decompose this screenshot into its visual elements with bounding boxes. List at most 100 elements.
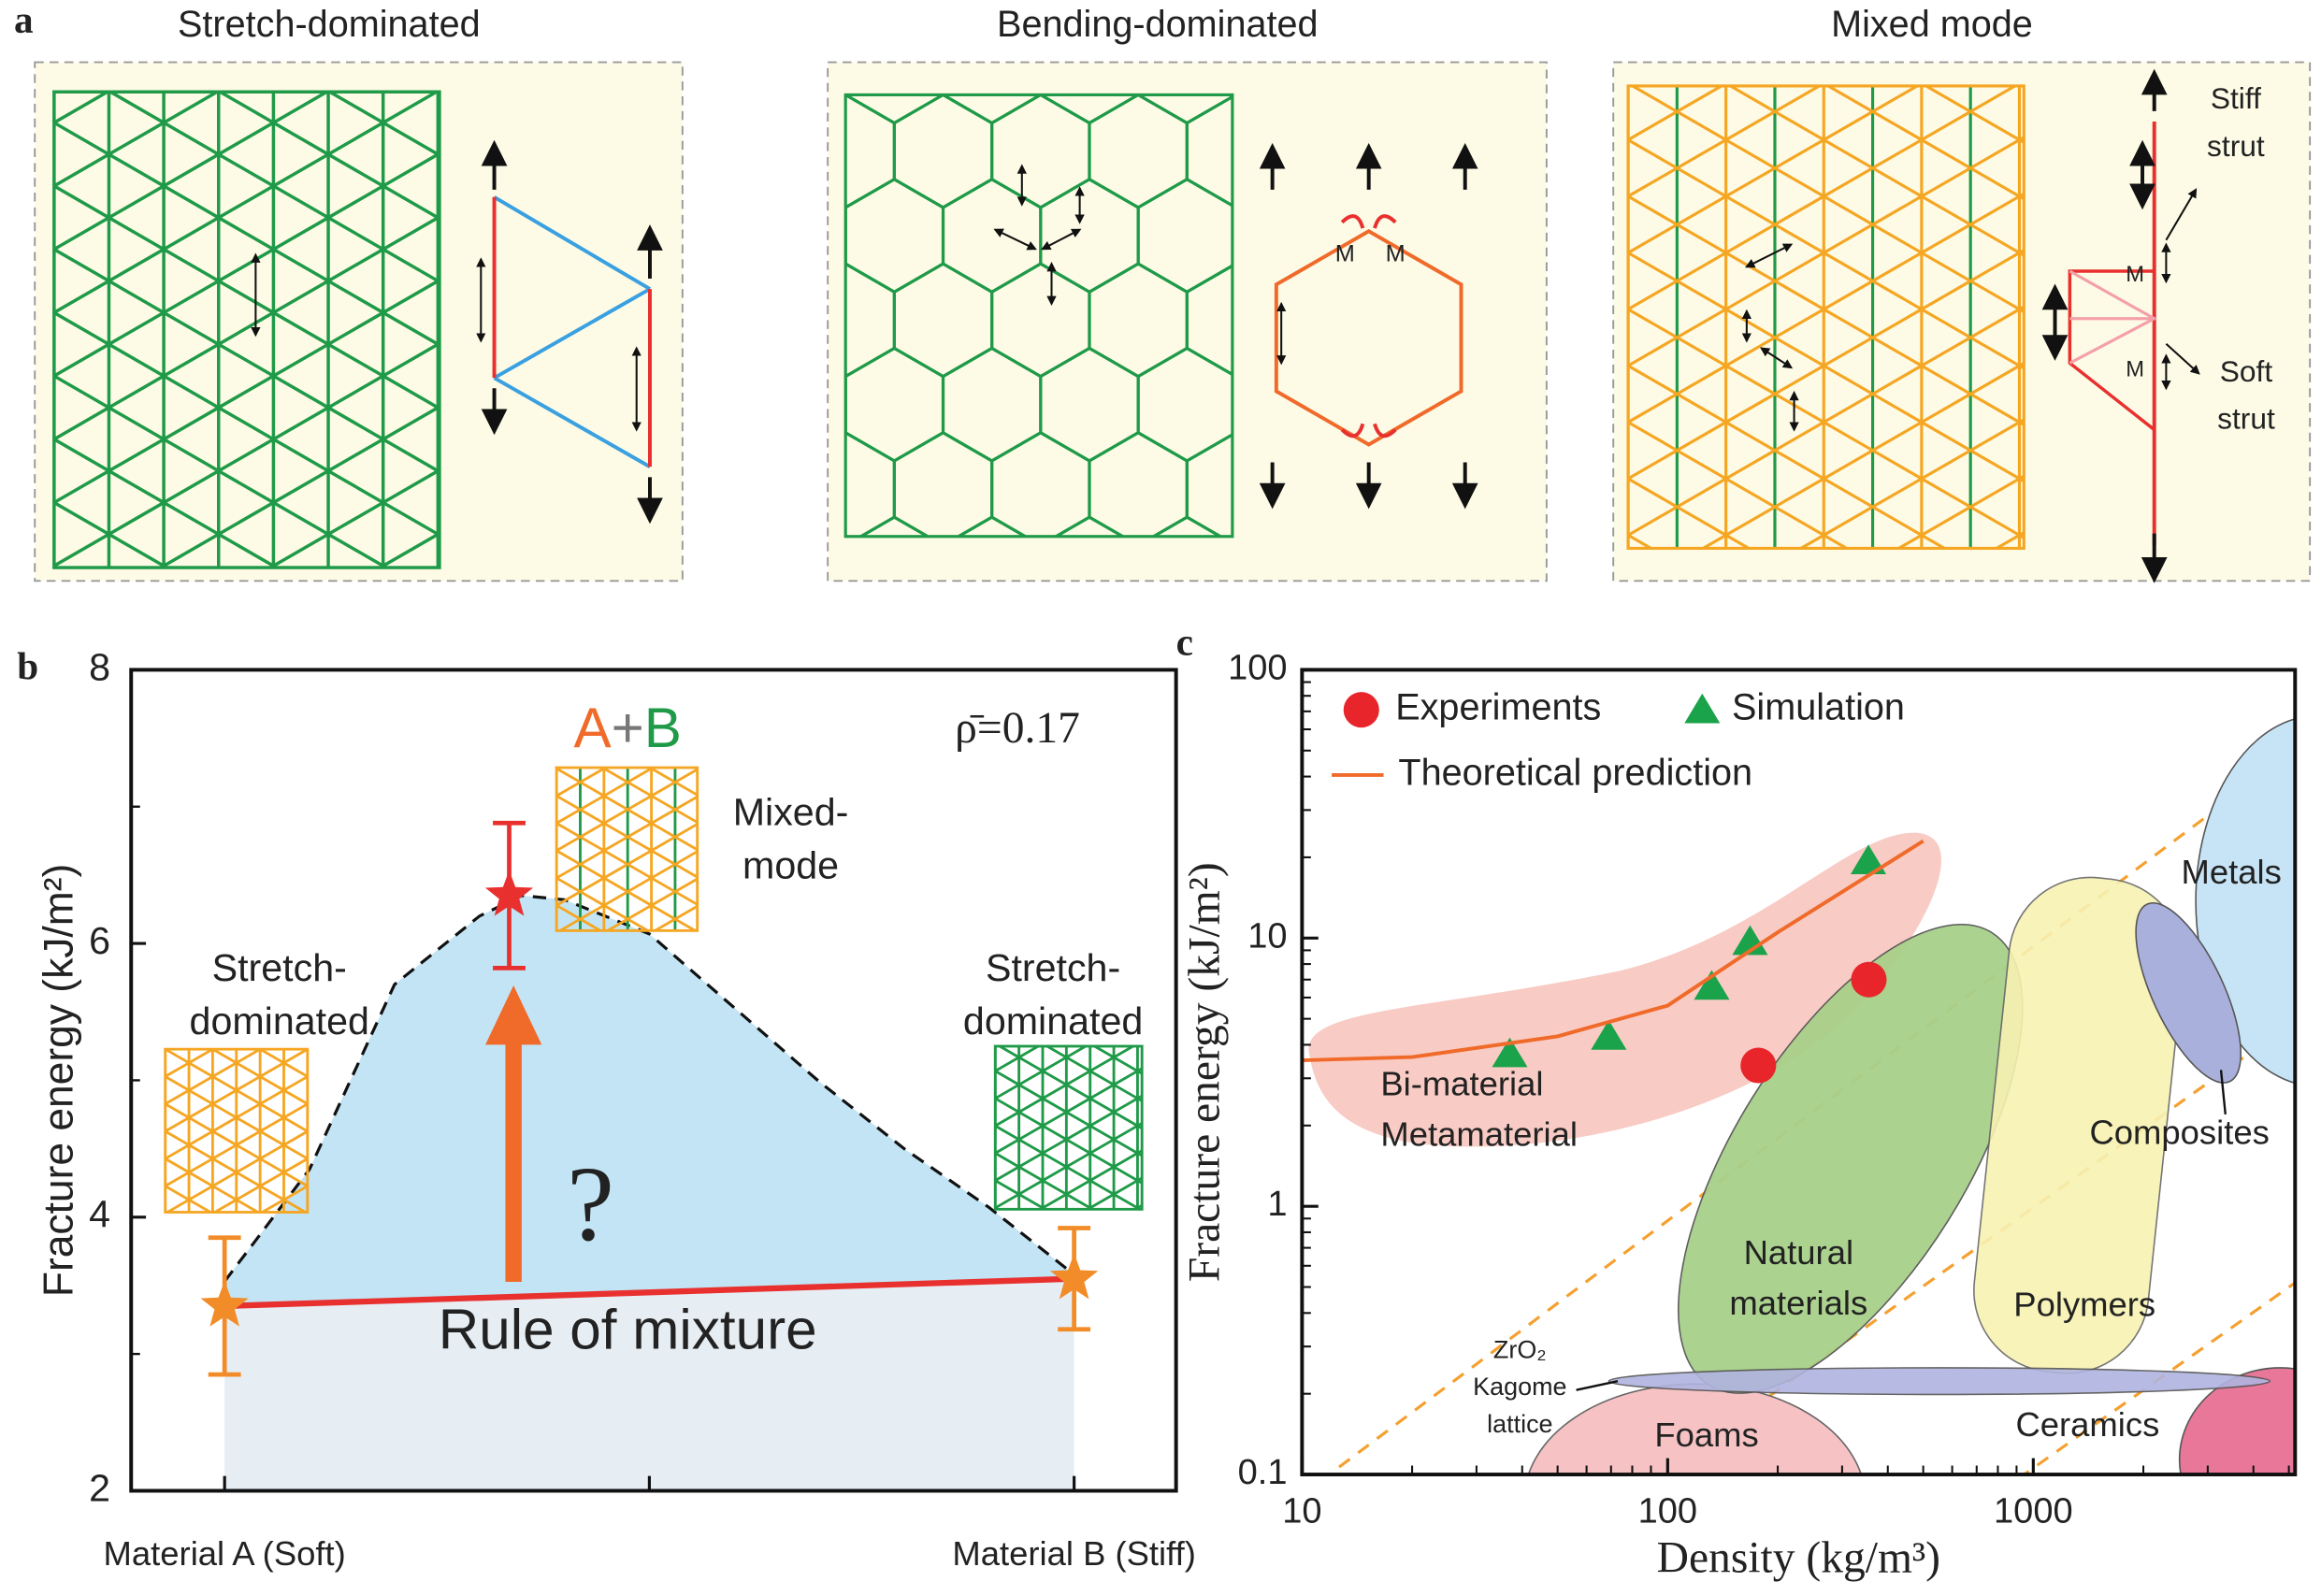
lattice-strut [1628, 252, 2025, 483]
label: Mixed- [733, 791, 849, 834]
lattice-strut [54, 660, 440, 883]
label: ? [567, 1144, 614, 1263]
label: Experiments [1395, 687, 1601, 728]
lattice-strut [53, 92, 221, 188]
star-marker [484, 870, 534, 916]
force-arrow [2165, 342, 2200, 375]
increase-arrow-head [485, 985, 542, 1045]
lattice-strut [652, 905, 698, 931]
label: Ceramics [2015, 1405, 2159, 1444]
star-marker [200, 1280, 249, 1327]
lattice-strut [995, 1045, 1042, 1072]
leader [2219, 1070, 2227, 1115]
legend-marker [1343, 692, 1379, 728]
lattice-strut [995, 1045, 1136, 1128]
lattice-strut [995, 1045, 1088, 1100]
title-part: + [612, 696, 644, 759]
lattice-strut [1727, 85, 2025, 257]
label: mode [742, 844, 839, 887]
upper-area [224, 895, 1074, 1306]
label: dominated [963, 999, 1143, 1042]
hex-cell [1185, 433, 1233, 537]
lattice-strut [556, 823, 698, 907]
lattice-strut [1628, 138, 2025, 370]
lattice-frame [843, 93, 1234, 539]
label: 100 [1228, 648, 1287, 687]
lattice-strut [995, 1067, 1143, 1155]
lattice-strut [107, 92, 440, 283]
title-part: A [573, 696, 612, 759]
hex-cell [1185, 264, 1233, 377]
label: Metals [2181, 853, 2281, 891]
moment-arc [1373, 423, 1397, 439]
lattice [53, 92, 440, 883]
lattice [165, 857, 308, 1213]
lattice-strut [556, 768, 698, 853]
lattice-strut [1628, 85, 1823, 198]
lattice-strut [1629, 85, 2025, 313]
region-ceramics [2178, 1367, 2296, 1475]
leader [1576, 1380, 1619, 1391]
strut [493, 376, 651, 468]
moment-arc [1340, 214, 1365, 229]
force-arrow [2165, 188, 2198, 241]
label: Stiff [2211, 81, 2261, 115]
lattice-frame [555, 766, 699, 932]
lattice-strut [166, 857, 308, 940]
lattice-strut [556, 578, 698, 659]
panel-frame [34, 61, 684, 582]
lattice-strut [53, 438, 281, 568]
label: M [2126, 357, 2144, 382]
lattice-strut [1037, 1149, 1143, 1210]
lattice-strut [53, 151, 440, 378]
lattice-strut [53, 279, 440, 505]
plot-frame [1300, 668, 2298, 1477]
title-part: B [644, 696, 682, 759]
label: Fracture energy (kJ/m²) [1180, 862, 1229, 1282]
lattice-strut [1085, 1176, 1143, 1210]
lattice-strut [53, 310, 440, 537]
lattice-strut [165, 1075, 308, 1160]
label: 10 [1282, 1491, 1321, 1531]
lower-area [224, 1278, 1074, 1491]
lattice-strut [1044, 1045, 1143, 1102]
label: Composites [2089, 1114, 2269, 1152]
lattice-strut [1628, 364, 1948, 549]
simulation-point [1492, 1037, 1528, 1068]
label: materials [1729, 1284, 1867, 1322]
lattice-strut [995, 822, 1142, 907]
lattice-frame [52, 90, 441, 569]
lattice [845, 94, 1233, 537]
soft-strut [2069, 269, 2158, 365]
lattice-strut [1923, 85, 2025, 144]
label: Material A (Soft) [104, 1534, 346, 1573]
label: 6 [89, 919, 110, 962]
label: Bending-dominated [997, 4, 1319, 45]
lattice-strut [267, 468, 440, 568]
lattice-strut [1797, 418, 2025, 549]
label: Polymers [2013, 1286, 2155, 1324]
lattice-strut [1896, 474, 2025, 549]
label: ZrO₂ [1493, 1336, 1547, 1364]
lattice-strut [1628, 305, 2025, 537]
lattice-strut [165, 1049, 216, 1078]
lattice-strut [1628, 308, 2025, 539]
label: Simulation [1732, 687, 1905, 728]
lattice [995, 822, 1143, 1210]
lattice-strut [995, 1094, 1143, 1182]
label: 100 [1638, 1491, 1697, 1531]
label: M [1335, 240, 1355, 266]
label: ρ̄=0.17 [955, 704, 1080, 753]
lattice-strut [53, 184, 440, 410]
label: M [1386, 240, 1406, 266]
label: Rule of mixture [439, 1297, 817, 1360]
strut [493, 287, 651, 380]
lattice-strut [1628, 85, 1725, 141]
lattice-strut [1628, 249, 2025, 481]
lattice-strut [1628, 136, 2025, 367]
simulation-point [1694, 970, 1730, 1000]
lattice-strut [157, 405, 440, 568]
lattice-strut [1628, 194, 2025, 426]
label: 1000 [1994, 1491, 2073, 1531]
